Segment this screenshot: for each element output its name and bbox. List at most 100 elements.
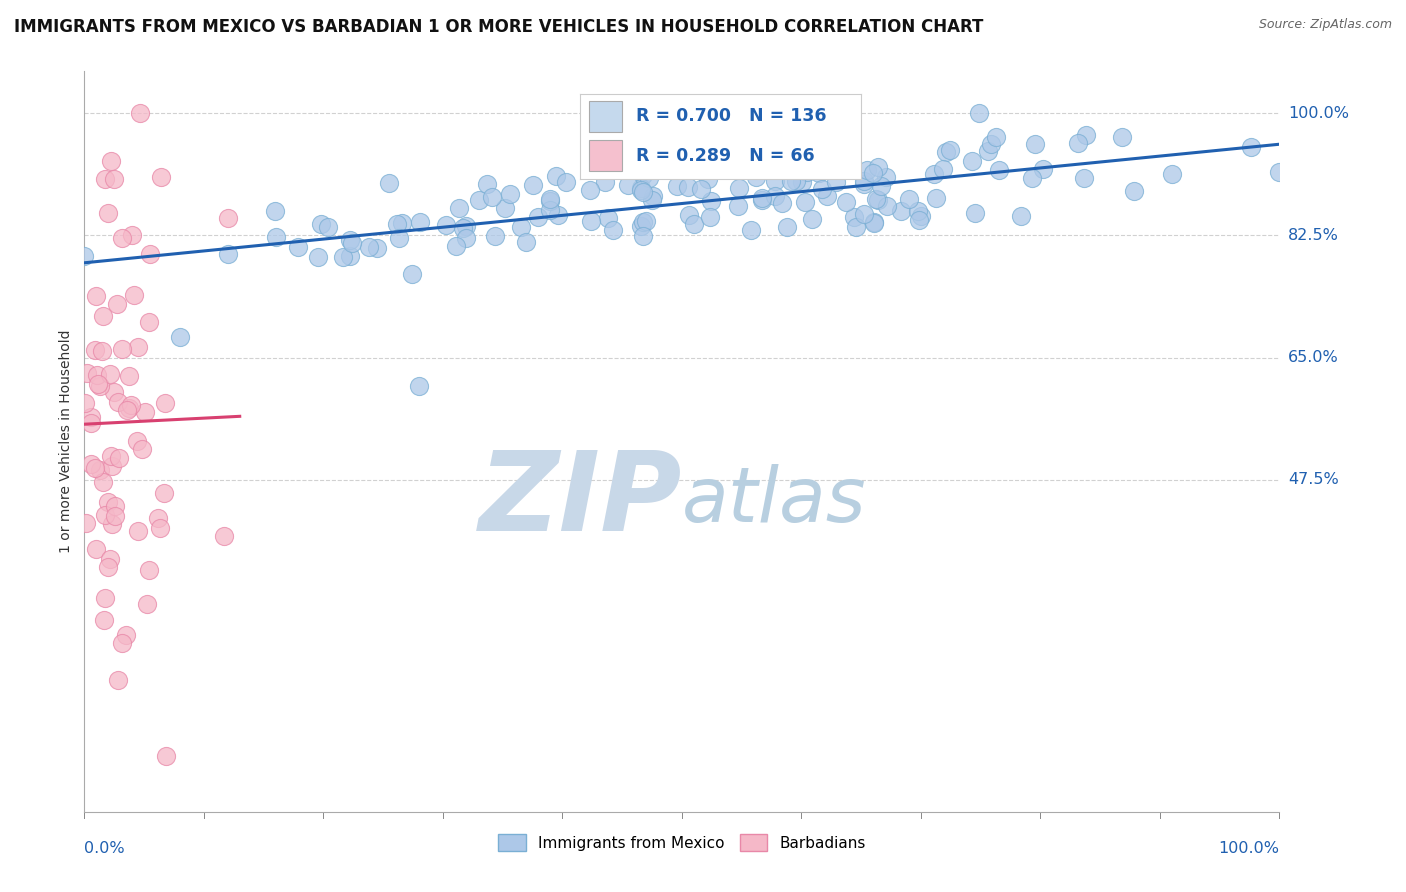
Point bbox=[93, 508, 115, 522]
Point bbox=[80, 457, 103, 471]
Point bbox=[939, 143, 962, 157]
Point bbox=[408, 378, 430, 392]
Point bbox=[1111, 130, 1133, 145]
Text: 47.5%: 47.5% bbox=[1288, 473, 1339, 487]
Point bbox=[984, 130, 1007, 145]
Point bbox=[1067, 136, 1090, 150]
Point bbox=[824, 175, 846, 189]
Point bbox=[579, 214, 602, 228]
Point bbox=[451, 220, 474, 235]
Point bbox=[80, 410, 103, 425]
Point bbox=[89, 378, 111, 392]
Point bbox=[111, 342, 134, 356]
Point bbox=[75, 516, 97, 531]
Point bbox=[481, 190, 503, 204]
Point bbox=[863, 215, 886, 229]
Point bbox=[499, 186, 522, 201]
Point bbox=[987, 163, 1010, 178]
Point bbox=[522, 178, 544, 193]
Point bbox=[117, 401, 139, 415]
Point bbox=[401, 267, 423, 281]
Point bbox=[785, 174, 807, 188]
Point bbox=[630, 181, 652, 195]
Point bbox=[744, 170, 766, 185]
Point bbox=[103, 384, 125, 399]
Point bbox=[546, 169, 568, 183]
Point bbox=[217, 211, 239, 225]
Point bbox=[810, 182, 832, 196]
Point bbox=[980, 137, 1002, 152]
Point bbox=[678, 208, 700, 222]
Point bbox=[1024, 137, 1046, 152]
Point bbox=[91, 310, 114, 324]
Point bbox=[76, 366, 98, 380]
Point bbox=[727, 180, 749, 194]
Point bbox=[890, 203, 912, 218]
Point bbox=[907, 203, 929, 218]
Point bbox=[908, 212, 931, 227]
Point bbox=[139, 246, 162, 260]
Point bbox=[93, 614, 115, 628]
Point bbox=[763, 189, 786, 203]
Point bbox=[105, 297, 128, 311]
Point bbox=[751, 193, 773, 207]
Point bbox=[385, 217, 408, 231]
Point bbox=[84, 542, 107, 557]
Point bbox=[780, 174, 803, 188]
Point bbox=[770, 195, 793, 210]
Point bbox=[357, 240, 380, 254]
Point bbox=[129, 106, 152, 120]
Point bbox=[865, 192, 887, 206]
Point bbox=[844, 210, 866, 224]
Point bbox=[134, 405, 156, 419]
Point bbox=[800, 212, 823, 227]
Point bbox=[264, 230, 287, 244]
Point bbox=[1073, 170, 1095, 185]
Point bbox=[87, 377, 110, 392]
Point bbox=[631, 168, 654, 182]
Point bbox=[776, 220, 799, 235]
Point bbox=[127, 524, 149, 539]
Point bbox=[316, 219, 339, 234]
Point bbox=[118, 368, 141, 383]
Point bbox=[925, 191, 948, 205]
Point bbox=[80, 417, 103, 431]
Point bbox=[308, 250, 330, 264]
Point bbox=[676, 179, 699, 194]
Point bbox=[617, 178, 640, 193]
Text: IMMIGRANTS FROM MEXICO VS BARBADIAN 1 OR MORE VEHICLES IN HOUSEHOLD CORRELATION : IMMIGRANTS FROM MEXICO VS BARBADIAN 1 OR… bbox=[14, 18, 983, 36]
Point bbox=[977, 144, 1000, 158]
Point bbox=[91, 344, 114, 359]
Point bbox=[935, 145, 957, 160]
Point bbox=[104, 508, 127, 523]
Point bbox=[115, 627, 138, 641]
Point bbox=[122, 287, 145, 301]
Point bbox=[581, 156, 603, 170]
Point bbox=[1010, 210, 1032, 224]
Point bbox=[366, 241, 388, 255]
Point bbox=[103, 172, 125, 186]
Point bbox=[868, 193, 890, 207]
Text: 100.0%: 100.0% bbox=[1219, 841, 1279, 856]
Point bbox=[602, 222, 624, 236]
Point bbox=[641, 189, 664, 203]
Point bbox=[727, 199, 749, 213]
Point bbox=[104, 499, 127, 513]
Point bbox=[107, 673, 129, 687]
Text: ZIP: ZIP bbox=[478, 447, 682, 554]
Point bbox=[828, 139, 851, 153]
Point bbox=[960, 154, 983, 169]
Point bbox=[630, 219, 652, 234]
Point bbox=[136, 598, 159, 612]
Point bbox=[75, 396, 97, 410]
Point bbox=[340, 235, 363, 250]
Y-axis label: 1 or more Vehicles in Household: 1 or more Vehicles in Household bbox=[59, 330, 73, 553]
Point bbox=[447, 201, 470, 215]
Point bbox=[101, 516, 124, 531]
Text: 82.5%: 82.5% bbox=[1288, 228, 1339, 243]
Point bbox=[669, 152, 692, 166]
Point bbox=[510, 220, 533, 235]
Point bbox=[555, 175, 578, 189]
Point bbox=[332, 250, 354, 264]
Point bbox=[125, 434, 148, 449]
